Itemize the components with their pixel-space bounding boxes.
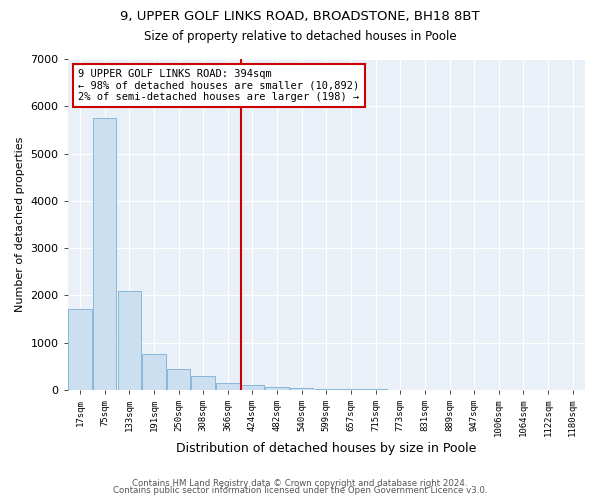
Text: Contains public sector information licensed under the Open Government Licence v3: Contains public sector information licen… [113,486,487,495]
Bar [118,290,141,390]
Bar [68,310,92,390]
Bar [167,370,190,390]
Bar [314,389,338,390]
Bar [339,389,362,390]
Text: Size of property relative to detached houses in Poole: Size of property relative to detached ho… [143,30,457,43]
Bar [142,354,166,390]
Text: 9, UPPER GOLF LINKS ROAD, BROADSTONE, BH18 8BT: 9, UPPER GOLF LINKS ROAD, BROADSTONE, BH… [120,10,480,23]
X-axis label: Distribution of detached houses by size in Poole: Distribution of detached houses by size … [176,442,476,455]
Bar [216,383,239,390]
Y-axis label: Number of detached properties: Number of detached properties [15,136,25,312]
Bar [241,385,264,390]
Text: 9 UPPER GOLF LINKS ROAD: 394sqm
← 98% of detached houses are smaller (10,892)
2%: 9 UPPER GOLF LINKS ROAD: 394sqm ← 98% of… [78,69,359,102]
Bar [93,118,116,390]
Bar [265,387,289,390]
Bar [290,388,313,390]
Bar [191,376,215,390]
Text: Contains HM Land Registry data © Crown copyright and database right 2024.: Contains HM Land Registry data © Crown c… [132,478,468,488]
